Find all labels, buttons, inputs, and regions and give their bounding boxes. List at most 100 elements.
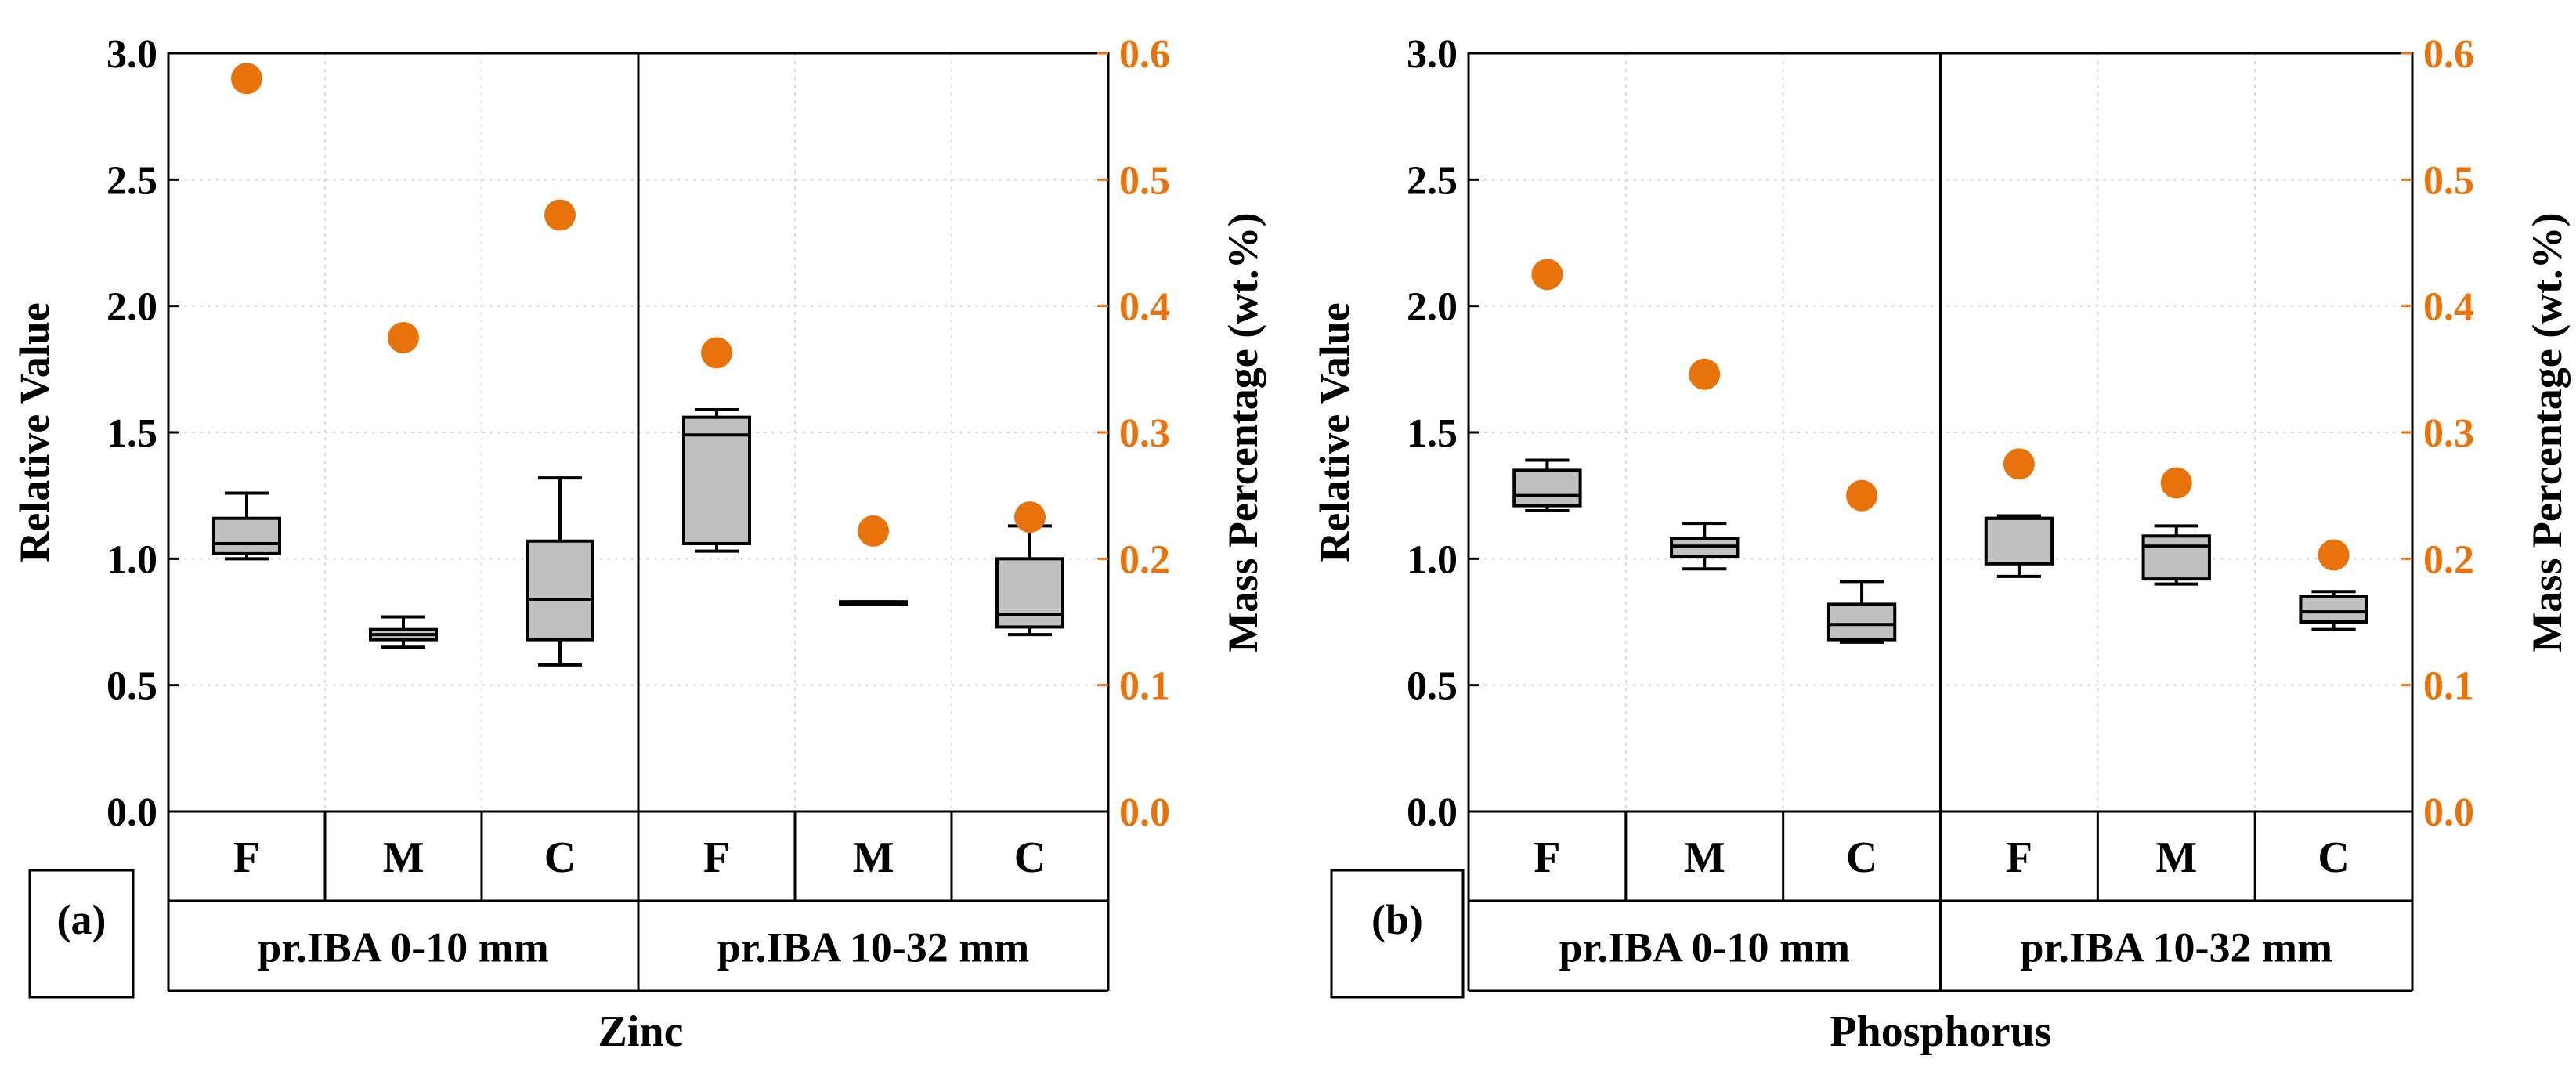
- box-iqr: [1512, 468, 1582, 508]
- left-axis-label: Relative Value: [11, 302, 58, 562]
- group-label: pr.IBA 10-32 mm: [2020, 924, 2332, 971]
- mass-dot-M: [858, 515, 889, 547]
- box-iqr: [2299, 595, 2368, 624]
- left-axis-ticks: 0.0 0.5 1.0 1.5 2.0 2.5 3.0: [1407, 32, 1479, 835]
- mass-dot-F: [1531, 258, 1563, 291]
- right-axis-label: Mass Percentage (wt.%): [2524, 212, 2571, 652]
- box-iqr: [526, 539, 594, 642]
- group-label: pr.IBA 10-32 mm: [717, 924, 1030, 971]
- left-tick-label: 0.5: [1407, 664, 1458, 709]
- panel-label: (b): [1371, 896, 1423, 943]
- box-plot-C: [2299, 590, 2368, 631]
- category-label: M: [2155, 833, 2197, 882]
- category-label: C: [544, 833, 576, 882]
- left-tick-label: 2.0: [1407, 285, 1458, 330]
- mass-dot-C: [1014, 501, 1046, 533]
- box-plot-F: [1984, 514, 2054, 578]
- left-tick-label: 2.5: [1407, 158, 1458, 203]
- mass-dot-C: [544, 199, 576, 231]
- left-axis-ticks: 0.0 0.5 1.0 1.5 2.0 2.5 3.0: [107, 32, 179, 835]
- left-tick-label: 0.5: [107, 664, 157, 709]
- mass-percentage-dots: [231, 63, 1046, 547]
- left-axis-label: Relative Value: [1311, 302, 1358, 562]
- mass-dot-C: [1846, 479, 1878, 512]
- right-axis-label: Mass Percentage (wt.%): [1219, 212, 1266, 652]
- left-tick-label: 0.0: [1407, 790, 1458, 835]
- category-label: F: [233, 833, 260, 882]
- mass-dot-F: [2003, 448, 2035, 480]
- category-label: C: [1846, 833, 1877, 882]
- box-plot-F: [682, 407, 751, 553]
- category-label: M: [1684, 833, 1725, 882]
- right-tick-label: 0.1: [2423, 664, 2474, 709]
- left-tick-label: 3.0: [1407, 32, 1458, 77]
- panel-label: (a): [57, 896, 107, 943]
- box-plot-M: [839, 600, 908, 606]
- group-label: pr.IBA 0-10 mm: [1559, 924, 1850, 971]
- category-label: M: [383, 833, 425, 882]
- category-table: F M Cpr.IBA 0-10 mm F M Cpr.IBA 10-32 mm: [1467, 810, 2414, 992]
- right-tick-label: 0.3: [2423, 411, 2474, 456]
- category-label: F: [1534, 833, 1560, 882]
- panel-b-phosphorus: 0.0 0.5 1.0 1.5 2.0 2.5 3.0 0.0 0.1 0.2 0.3 0.4 0.5…: [1311, 32, 2571, 1056]
- mass-dot-M: [1689, 358, 1721, 390]
- mass-percentage-dots: [1531, 258, 2350, 571]
- right-tick-label: 0.2: [1119, 537, 1170, 582]
- mass-dot-F: [701, 337, 732, 369]
- left-tick-label: 1.5: [1407, 411, 1458, 456]
- mass-dot-F: [231, 63, 262, 95]
- right-tick-label: 0.2: [2423, 537, 2474, 582]
- box-plot-F: [212, 491, 281, 561]
- category-label: C: [2318, 833, 2349, 882]
- mass-dot-M: [388, 322, 419, 353]
- box-iqr: [212, 516, 281, 555]
- right-tick-label: 0.1: [1119, 664, 1170, 709]
- box-plot-C: [526, 476, 594, 667]
- box-iqr: [1826, 602, 1897, 642]
- box-iqr: [1984, 516, 2054, 566]
- box-plot-M: [1670, 522, 1740, 571]
- box-iqr: [995, 557, 1064, 629]
- left-tick-label: 1.0: [1407, 537, 1458, 582]
- element-label: Zinc: [598, 1007, 684, 1056]
- box-plot-M: [2141, 524, 2211, 586]
- mass-dot-M: [2160, 467, 2192, 499]
- left-tick-label: 2.5: [107, 158, 157, 203]
- box-iqr: [682, 415, 751, 545]
- right-tick-label: 0.3: [1119, 411, 1170, 456]
- box-plot-F: [1512, 458, 1582, 513]
- right-tick-label: 0.5: [1119, 158, 1170, 203]
- right-axis-ticks: 0.0 0.1 0.2 0.3 0.4 0.5 0.6: [1097, 32, 1170, 835]
- box-plot-M: [369, 615, 438, 649]
- right-tick-label: 0.4: [1119, 285, 1170, 330]
- category-table: F M Cpr.IBA 0-10 mm F M Cpr.IBA 10-32 mm: [167, 810, 1110, 992]
- right-tick-label: 0.0: [1119, 790, 1170, 835]
- left-tick-label: 0.0: [107, 790, 157, 835]
- category-label: C: [1014, 833, 1046, 882]
- box-plots: [1512, 458, 2368, 644]
- right-tick-label: 0.6: [2423, 32, 2474, 77]
- box-plots: [212, 407, 1064, 667]
- right-tick-label: 0.4: [2423, 285, 2474, 330]
- category-label: F: [2006, 833, 2032, 882]
- category-label: F: [703, 833, 730, 882]
- box-iqr: [2141, 534, 2211, 581]
- panel-label-box: [1330, 869, 1465, 999]
- element-label: Phosphorus: [1830, 1007, 2051, 1056]
- group-label: pr.IBA 0-10 mm: [258, 924, 549, 971]
- right-axis-ticks: 0.0 0.1 0.2 0.3 0.4 0.5 0.6: [2401, 32, 2474, 835]
- right-tick-label: 0.6: [1119, 32, 1170, 77]
- left-tick-label: 3.0: [107, 32, 157, 77]
- panel-label-box: [28, 869, 135, 999]
- right-tick-label: 0.0: [2423, 790, 2474, 835]
- box-plot-C: [995, 524, 1064, 637]
- box-plot-C: [1826, 580, 1897, 644]
- panel-a-zinc: 0.0 0.5 1.0 1.5 2.0 2.5 3.0 0.0 0.1 0.2 0.3 0.4 0.5…: [11, 32, 1266, 1056]
- category-label: M: [853, 833, 894, 882]
- right-tick-label: 0.5: [2423, 158, 2474, 203]
- left-tick-label: 1.0: [107, 537, 157, 582]
- mass-dot-C: [2318, 539, 2350, 571]
- left-tick-label: 2.0: [107, 285, 157, 330]
- left-tick-label: 1.5: [107, 411, 157, 456]
